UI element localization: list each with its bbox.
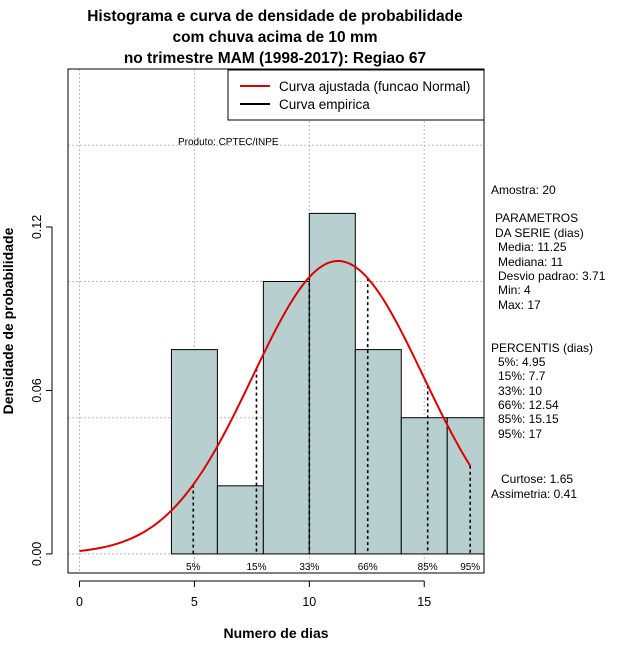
histogram-bar xyxy=(354,349,402,555)
histogram-bar xyxy=(400,417,448,555)
histogram-bar xyxy=(170,349,218,555)
x-tick-label: 0 xyxy=(76,595,83,609)
stat-percentiles-title: PERCENTIS (dias) xyxy=(491,341,594,355)
percentile-label: 5% xyxy=(186,562,201,573)
stat-p33: 33%: 10 xyxy=(498,384,543,398)
stat-median: Mediana: 11 xyxy=(498,255,564,269)
stat-params-subtitle: DA SERIE (dias) xyxy=(495,226,584,240)
fitted-curve-line xyxy=(79,260,472,552)
legend-fitted-label: Curva ajustada (funcao Normal) xyxy=(279,79,470,94)
histogram-bar xyxy=(446,417,484,555)
axes: 0.00 0.06 0.12 0 5 10 15 xyxy=(30,215,431,609)
stat-p15: 15%: 7.7 xyxy=(498,369,546,383)
histogram-bar xyxy=(308,212,356,555)
legend-box xyxy=(227,69,485,121)
percentile-label: 15% xyxy=(246,562,266,573)
title-line-2: com chuva acima de 10 mm xyxy=(172,29,378,46)
x-tick-label: 15 xyxy=(417,595,431,609)
stat-sample: Amostra: 20 xyxy=(491,183,556,197)
y-tick-label: 0.00 xyxy=(30,542,44,566)
y-tick-label: 0.12 xyxy=(30,215,44,239)
y-tick-label: 0.06 xyxy=(30,378,44,402)
title-line-3: no trimestre MAM (1998-2017): Regiao 67 xyxy=(123,50,427,67)
stat-p85: 85%: 15.15 xyxy=(498,412,559,426)
percentile-label: 33% xyxy=(299,562,319,573)
stat-p95: 95%: 17 xyxy=(498,427,543,441)
x-axis-label: Numero de dias xyxy=(223,625,328,641)
title-line-1: Histograma e curva de densidade de proba… xyxy=(87,8,463,25)
stat-stdev: Desvio padrao: 3.71 xyxy=(498,269,606,283)
stat-min: Min: 4 xyxy=(498,283,531,297)
percentile-label: 85% xyxy=(418,562,438,573)
x-tick-label: 5 xyxy=(191,595,198,609)
legend: Curva ajustada (funcao Normal) Curva emp… xyxy=(227,69,485,121)
percentile-lines: 5% 15% 33% 66% 85% 95% xyxy=(186,277,480,573)
stat-max: Max: 17 xyxy=(498,298,541,312)
y-axis-label: Densidade de probabilidade xyxy=(0,227,16,414)
histogram-bars xyxy=(170,212,484,555)
stat-mean: Media: 11.25 xyxy=(498,240,567,254)
x-tick-label: 10 xyxy=(302,595,316,609)
stat-kurtosis: Curtose: 1.65 xyxy=(501,472,574,486)
chart-title: Histograma e curva de densidade de proba… xyxy=(0,6,550,69)
histogram-bar xyxy=(262,280,310,555)
product-note: Produto: CPTEC/INPE xyxy=(178,137,279,148)
percentile-label: 95% xyxy=(460,562,480,573)
percentile-label: 66% xyxy=(358,562,378,573)
legend-empirical-label: Curva empirica xyxy=(279,97,370,112)
plot-frame xyxy=(67,68,485,574)
stat-p66: 66%: 12.54 xyxy=(498,398,559,412)
stat-params-title: PARAMETROS xyxy=(495,211,579,225)
stat-skewness: Assimetria: 0.41 xyxy=(491,487,578,501)
stat-p5: 5%: 4.95 xyxy=(498,355,546,369)
fitted-curve xyxy=(79,260,472,552)
